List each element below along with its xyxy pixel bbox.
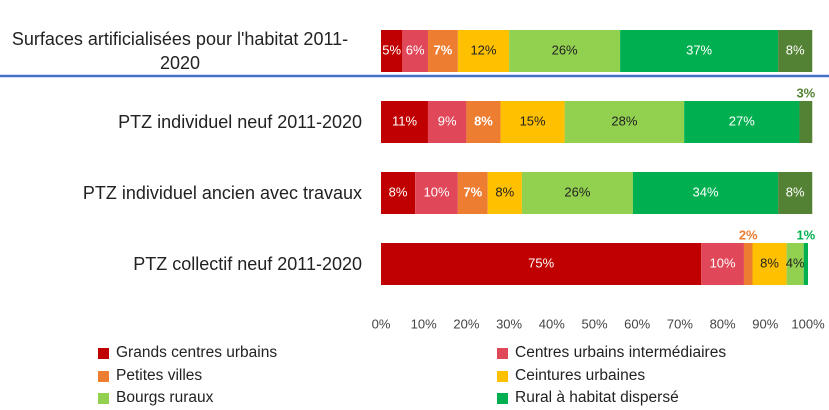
x-tick-label: 60% [624, 316, 650, 331]
data-label: 28% [611, 113, 637, 128]
data-label: 75% [528, 255, 554, 270]
legend-swatch [497, 392, 508, 404]
data-label: 5% [382, 42, 401, 57]
bar-segment [457, 30, 510, 72]
legend-swatch [98, 370, 109, 382]
data-label: 1% [796, 227, 815, 242]
bar-segment [778, 172, 813, 214]
category-label: PTZ individuel neuf 2011-2020 [118, 112, 362, 132]
bar-segment [381, 172, 416, 214]
bar-segment [500, 101, 565, 143]
data-label: 12% [470, 42, 496, 57]
bar-segment [743, 243, 753, 285]
bar-segment [402, 30, 428, 72]
x-tick-label: 20% [453, 316, 479, 331]
legend-item: Rural à habitat dispersé [497, 388, 679, 408]
x-tick-label: 100% [791, 316, 825, 331]
data-label: 10% [423, 184, 449, 199]
legend-label: Centres urbains intermédiaires [515, 344, 727, 361]
data-label: 9% [438, 113, 457, 128]
bar-segment [778, 30, 813, 72]
x-tick-label: 0% [372, 316, 391, 331]
bar-segment [684, 101, 800, 143]
bar-segment [415, 172, 458, 214]
data-label: 8% [786, 42, 805, 57]
bar-segment [799, 101, 813, 143]
legend-item: Ceintures urbaines [497, 366, 645, 386]
legend-label: Rural à habitat dispersé [515, 389, 679, 406]
legend-swatch [497, 347, 508, 359]
bar-segment [381, 30, 403, 72]
legend-label: Grands centres urbains [116, 344, 278, 361]
bar-segment [701, 243, 744, 285]
data-label: 3% [796, 85, 815, 100]
bar-segment [620, 30, 779, 72]
legend-item: Petites villes [98, 366, 202, 386]
data-label: 7% [434, 42, 453, 57]
x-tick-label: 80% [710, 316, 736, 331]
bar-segment [427, 101, 467, 143]
bar-segment [509, 30, 621, 72]
legend-item: Grands centres urbains [98, 343, 277, 363]
bar-segment [427, 30, 458, 72]
x-tick-label: 30% [496, 316, 522, 331]
data-label: 15% [520, 113, 546, 128]
category-label: PTZ individuel ancien avec travaux [82, 183, 362, 203]
bar-segment [521, 172, 633, 214]
data-label: 8% [474, 113, 493, 128]
data-label: 7% [463, 184, 482, 199]
data-label: 34% [693, 184, 719, 199]
x-tick-label: 10% [411, 316, 437, 331]
data-label: 26% [552, 42, 578, 57]
data-label: 11% [392, 113, 417, 128]
bar-segment [487, 172, 522, 214]
bar-segment [457, 172, 488, 214]
legend-swatch [497, 370, 508, 382]
data-label: 10% [710, 255, 736, 270]
bar-segment [632, 172, 779, 214]
legend-item: Centres urbains intermédiaires [497, 343, 726, 363]
data-label: 2% [739, 227, 758, 242]
category-label: Surfaces artificialisées pour l'habitat … [11, 29, 349, 73]
legend-item: Bourgs ruraux [98, 388, 213, 408]
data-label: 37% [686, 42, 712, 57]
legend-label: Ceintures urbaines [515, 367, 646, 384]
x-tick-label: 50% [581, 316, 607, 331]
legend-label: Bourgs ruraux [116, 389, 214, 406]
data-label: 27% [729, 113, 755, 128]
legend-swatch [98, 392, 109, 404]
data-label: 8% [760, 255, 779, 270]
data-label: 6% [406, 42, 425, 57]
legend-label: Petites villes [116, 367, 203, 384]
category-label: PTZ collectif neuf 2011-2020 [133, 254, 362, 274]
bar-segment [786, 243, 804, 285]
x-tick-label: 40% [539, 316, 565, 331]
bar-segment [564, 101, 685, 143]
bar-segment [803, 243, 808, 285]
data-label: 8% [786, 184, 805, 199]
data-label: 8% [495, 184, 514, 199]
bar-segment [752, 243, 787, 285]
x-tick-label: 90% [752, 316, 778, 331]
legend-swatch [98, 347, 109, 359]
data-label: 4% [786, 255, 805, 270]
bar-segment [381, 101, 428, 143]
x-tick-label: 70% [667, 316, 693, 331]
data-label: 26% [564, 184, 590, 199]
data-label: 8% [389, 184, 408, 199]
bar-segment [466, 101, 501, 143]
bar-segment [381, 243, 702, 285]
